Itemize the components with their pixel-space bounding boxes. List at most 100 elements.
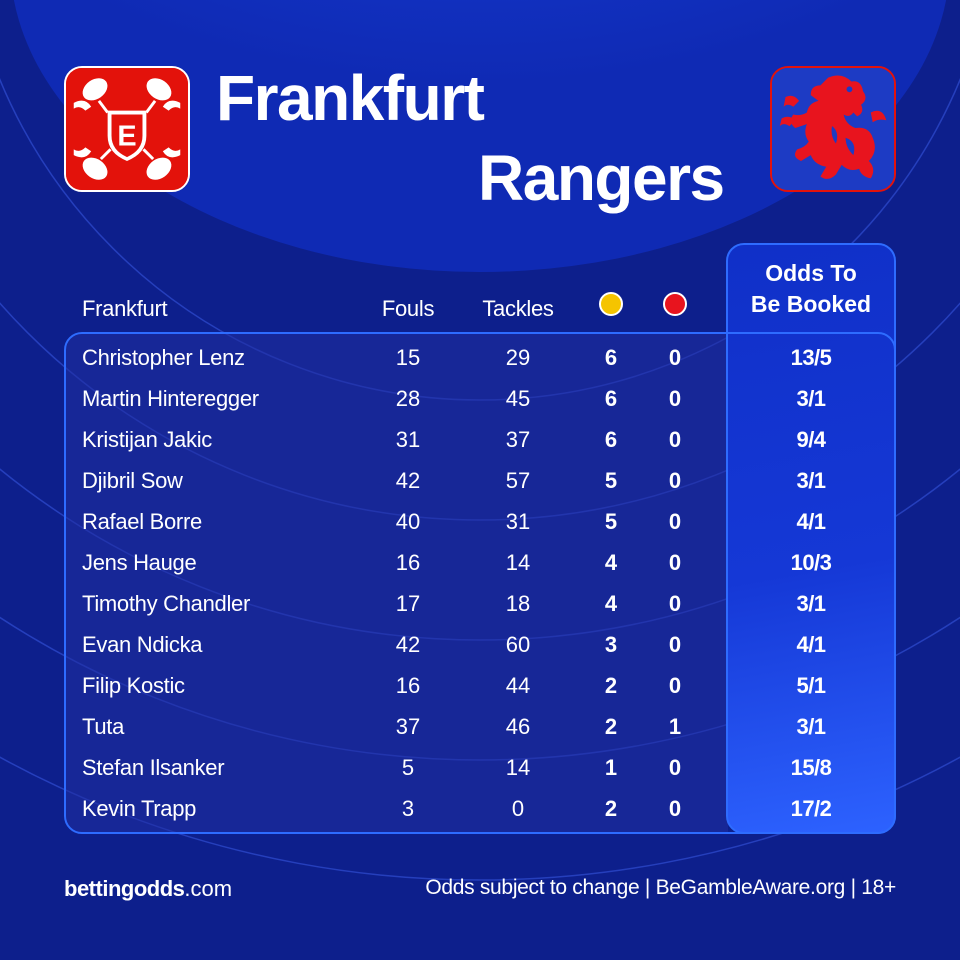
yellow-cards-value: 1 (604, 755, 618, 780)
odds-value: 13/5 (790, 345, 832, 370)
home-team-logo: E (64, 66, 190, 192)
player-name: Rafael Borre (82, 509, 202, 534)
table-row: Tuta 37 46 2 1 3/1 (0, 706, 960, 747)
fouls-value: 37 (395, 714, 421, 739)
red-cards-value: 0 (668, 468, 682, 493)
odds-value: 15/8 (790, 755, 832, 780)
team-column-header: Frankfurt (82, 296, 168, 321)
red-cards-value: 0 (668, 345, 682, 370)
disclaimer-text: Odds subject to change | BeGambleAware.o… (425, 876, 896, 899)
odds-value: 5/1 (796, 673, 826, 698)
tackles-value: 60 (505, 632, 531, 657)
tackles-value: 0 (511, 796, 525, 821)
fouls-value: 5 (401, 755, 415, 780)
player-name: Kristijan Jakic (82, 427, 212, 452)
rampant-lion-crest-icon (772, 68, 894, 190)
player-name: Djibril Sow (82, 468, 183, 493)
fouls-value: 28 (395, 386, 421, 411)
table-row: Djibril Sow 42 57 5 0 3/1 (0, 460, 960, 501)
player-name: Christopher Lenz (82, 345, 245, 370)
player-name: Filip Kostic (82, 673, 185, 698)
player-name: Kevin Trapp (82, 796, 197, 821)
odds-header-line1: Odds To (765, 260, 857, 286)
red-cards-value: 0 (668, 632, 682, 657)
yellow-cards-value: 6 (604, 345, 618, 370)
odds-value: 4/1 (796, 632, 826, 657)
red-cards-value: 0 (668, 427, 682, 452)
player-name: Tuta (82, 714, 125, 739)
odds-value: 17/2 (790, 796, 832, 821)
tackles-value: 31 (505, 509, 531, 534)
yellow-cards-value: 5 (604, 509, 618, 534)
table-row: Rafael Borre 40 31 5 0 4/1 (0, 501, 960, 542)
brand-logo: bettingodds.com (64, 876, 232, 902)
home-team-name: Frankfurt (216, 62, 485, 134)
yellow-card-icon (599, 292, 623, 316)
odds-header-line2: Be Booked (750, 291, 872, 317)
player-name: Martin Hinteregger (82, 386, 259, 411)
tackles-value: 37 (505, 427, 531, 452)
player-name: Timothy Chandler (82, 591, 251, 616)
red-cards-value: 0 (668, 386, 682, 411)
home-logo-letter: E (117, 120, 136, 152)
fouls-value: 31 (395, 427, 421, 452)
eintracht-frankfurt-crest-icon: E (66, 68, 188, 190)
table-row: Kevin Trapp 3 0 2 0 17/2 (0, 788, 960, 829)
fouls-value: 17 (395, 591, 421, 616)
odds-value: 3/1 (796, 591, 826, 616)
tackles-value: 14 (505, 755, 531, 780)
yellow-cards-value: 2 (604, 673, 618, 698)
player-name: Stefan Ilsanker (82, 755, 225, 780)
fouls-value: 40 (395, 509, 421, 534)
yellow-cards-value: 4 (604, 591, 618, 616)
brand-light: .com (184, 876, 233, 901)
odds-column-header: Odds To Be Booked (726, 258, 896, 320)
tackles-value: 14 (505, 550, 531, 575)
tackles-value: 46 (505, 714, 531, 739)
player-name: Evan Ndicka (82, 632, 203, 657)
odds-value: 4/1 (796, 509, 826, 534)
fouls-value: 3 (401, 796, 415, 821)
table-row: Jens Hauge 16 14 4 0 10/3 (0, 542, 960, 583)
table-row: Stefan Ilsanker 5 14 1 0 15/8 (0, 747, 960, 788)
table-row: Martin Hinteregger 28 45 6 0 3/1 (0, 378, 960, 419)
yellow-cards-value: 6 (604, 427, 618, 452)
odds-value: 3/1 (796, 468, 826, 493)
red-cards-value: 1 (668, 714, 682, 739)
fouls-value: 15 (395, 345, 421, 370)
fouls-column-header: Fouls (381, 296, 435, 321)
table-row: Timothy Chandler 17 18 4 0 3/1 (0, 583, 960, 624)
yellow-cards-value: 2 (604, 796, 618, 821)
fouls-value: 16 (395, 673, 421, 698)
odds-value: 9/4 (796, 427, 826, 452)
red-cards-value: 0 (668, 796, 682, 821)
tackles-value: 57 (505, 468, 531, 493)
red-cards-value: 0 (668, 591, 682, 616)
player-name: Jens Hauge (82, 550, 197, 575)
tackles-value: 45 (505, 386, 531, 411)
red-cards-value: 0 (668, 673, 682, 698)
tackles-column-header: Tackles (482, 296, 554, 321)
red-cards-value: 0 (668, 755, 682, 780)
yellow-cards-value: 5 (604, 468, 618, 493)
yellow-cards-value: 3 (604, 632, 618, 657)
fouls-value: 42 (395, 468, 421, 493)
odds-value: 3/1 (796, 386, 826, 411)
table-background (66, 334, 728, 832)
table-row: Evan Ndicka 42 60 3 0 4/1 (0, 624, 960, 665)
odds-value: 3/1 (796, 714, 826, 739)
away-team-name: Rangers (478, 142, 725, 214)
table-row: Christopher Lenz 15 29 6 0 13/5 (0, 337, 960, 378)
yellow-cards-value: 6 (604, 386, 618, 411)
tackles-value: 18 (505, 591, 531, 616)
table-row: Filip Kostic 16 44 2 0 5/1 (0, 665, 960, 706)
yellow-cards-value: 2 (604, 714, 618, 739)
tackles-value: 29 (505, 345, 531, 370)
red-cards-value: 0 (668, 509, 682, 534)
table-row: Kristijan Jakic 31 37 6 0 9/4 (0, 419, 960, 460)
fouls-value: 42 (395, 632, 421, 657)
away-team-logo (770, 66, 896, 192)
tackles-value: 44 (505, 673, 531, 698)
yellow-cards-value: 4 (604, 550, 618, 575)
fouls-value: 16 (395, 550, 421, 575)
